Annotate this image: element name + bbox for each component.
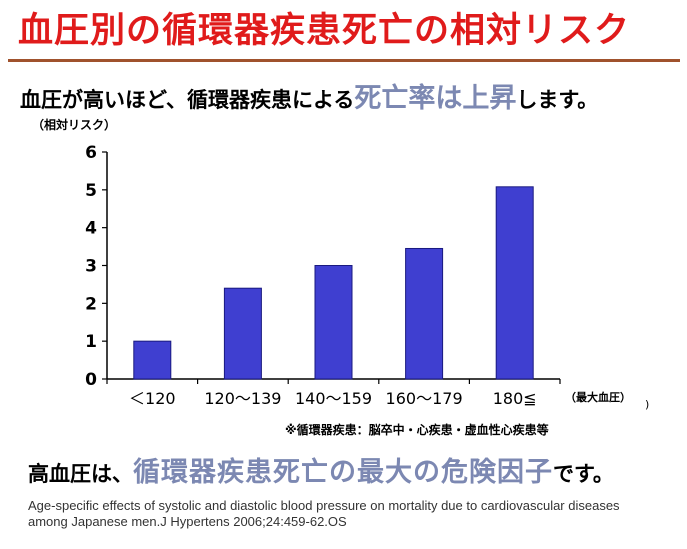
- stray-parenthesis: ): [645, 398, 650, 411]
- x-tick-label: 140～159: [295, 389, 372, 408]
- bar: [314, 265, 353, 380]
- subtitle-text-after: します。: [516, 88, 599, 112]
- x-tick-label: 160～179: [386, 389, 463, 408]
- subtitle-text-before: 血圧が高いほど、循環器疾患による: [20, 88, 355, 112]
- y-axis-label: （相対リスク）: [32, 118, 117, 132]
- title-underline: [8, 59, 680, 62]
- conclusion-highlight: 循環器疾患死亡の最大の危険因子: [133, 457, 553, 488]
- x-tick-label: 120～139: [204, 389, 281, 408]
- y-tick-label: 6: [85, 143, 97, 163]
- subtitle: 血圧が高いほど、循環器疾患による死亡率は上昇します。: [20, 76, 598, 115]
- relative-risk-bar-chart: 0 1 2 3 4 5 6 ＜120 120～139 140～159 160～179 180≦: [85, 143, 561, 408]
- y-tick-label: 3: [85, 257, 97, 277]
- y-tick-label: 4: [85, 219, 97, 239]
- x-axis-label: （最大血圧）: [565, 391, 631, 404]
- conclusion-text-after: です。: [553, 462, 614, 486]
- page-title: 血圧別の循環器疾患死亡の相対リスク: [18, 11, 631, 51]
- x-tick-label: ＜120: [129, 389, 176, 408]
- bar: [495, 186, 534, 380]
- conclusion: 高血圧は、循環器疾患死亡の最大の危険因子です。: [28, 450, 614, 489]
- subtitle-highlight: 死亡率は上昇: [354, 83, 517, 114]
- y-tick-label: 1: [85, 332, 97, 352]
- y-tick-label: 0: [85, 370, 97, 390]
- conclusion-text-before: 高血圧は、: [28, 462, 133, 486]
- x-tick-label: 180≦: [493, 389, 537, 408]
- citation: Age-specific effects of systolic and dia…: [28, 498, 620, 529]
- footnote: ※循環器疾患：脳卒中・心疾患・虚血性心疾患等: [285, 423, 549, 437]
- bar: [223, 287, 262, 380]
- y-tick-label: 5: [85, 181, 97, 201]
- bar: [405, 247, 444, 380]
- bar: [133, 340, 172, 380]
- y-tick-label: 2: [85, 294, 97, 314]
